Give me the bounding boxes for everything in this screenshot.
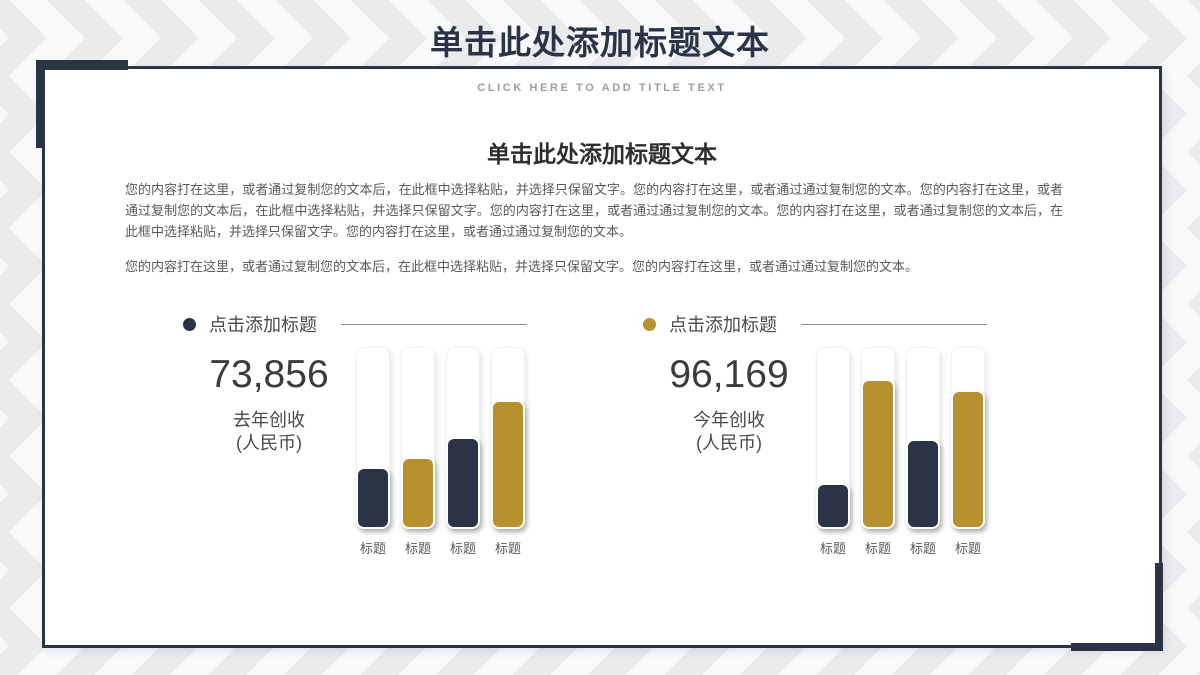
bar-label: 标题 [909, 541, 936, 556]
body-text-block: 您的内容打在这里，或者通过复制您的文本后，在此框中选择粘贴，并选择只保留文字。您… [125, 179, 1063, 277]
stat-caption-right-line2: (人民币) [696, 433, 762, 453]
bar-track [401, 347, 435, 529]
corner-accent-bottom-right-vertical [1155, 563, 1163, 651]
stat-section-left-title: 点击添加标题 [209, 315, 317, 335]
bar-chart-right-tracks [816, 347, 985, 529]
content-card: CLICK HERE TO ADD TITLE TEXT 单击此处添加标题文本 … [36, 60, 1163, 651]
bar-track [356, 347, 390, 529]
stat-section-right-header: 点击添加标题 [643, 313, 1103, 335]
bar-chart-left: 标题 标题 标题 标题 [356, 347, 525, 557]
section-heading: 单击此处添加标题文本 [487, 141, 717, 167]
bar-track [951, 347, 985, 529]
corner-accent-top-left-horizontal [36, 60, 128, 70]
header-rule-line [341, 323, 527, 325]
bar-label: 标题 [864, 541, 891, 556]
bar-gold [401, 457, 435, 529]
stat-caption-left-line1: 去年创收 [233, 410, 305, 430]
bar-label: 标题 [954, 541, 981, 556]
stat-section-left: 点击添加标题 73,856 去年创收 (人民币) [183, 313, 643, 557]
bar-label: 标题 [404, 541, 431, 556]
bullet-dot-navy [183, 317, 196, 331]
bar-gold [861, 378, 895, 529]
slide-title: 单击此处添加标题文本 [430, 24, 770, 61]
stat-block-right: 96,169 今年创收 (人民币) [643, 347, 815, 557]
bar-track [906, 347, 940, 529]
corner-accent-top-left-vertical [36, 60, 44, 148]
bar-navy [446, 437, 480, 529]
stat-value-left: 73,856 [209, 353, 329, 396]
bar-label: 标题 [359, 541, 386, 556]
stat-block-left: 73,856 去年创收 (人民币) [183, 347, 355, 557]
bar-track [861, 347, 895, 529]
stat-section-left-body: 73,856 去年创收 (人民币) [183, 347, 643, 557]
paragraph-1: 您的内容打在这里，或者通过复制您的文本后，在此框中选择粘贴，并选择只保留文字。您… [125, 182, 1063, 239]
stat-caption-right: 今年创收 (人民币) [643, 409, 815, 455]
bar-chart-right: 标题 标题 标题 标题 [816, 347, 985, 557]
stat-caption-left-line2: (人民币) [236, 433, 302, 453]
bar-navy [816, 483, 850, 529]
bullet-dot-gold [643, 317, 656, 331]
bar-gold [491, 400, 525, 529]
header-rule-line [801, 323, 987, 325]
bar-navy [906, 439, 940, 529]
bar-label: 标题 [449, 541, 476, 556]
bar-chart-right-labels: 标题 标题 标题 标题 [816, 538, 985, 557]
stat-section-right-title: 点击添加标题 [669, 315, 777, 335]
stat-caption-right-line1: 今年创收 [693, 410, 765, 430]
corner-accent-bottom-right-horizontal [1071, 643, 1163, 651]
bar-gold [951, 390, 985, 529]
bar-track [491, 347, 525, 529]
bar-label: 标题 [494, 541, 521, 556]
stat-section-right-body: 96,169 今年创收 (人民币) [643, 347, 1103, 557]
slide-subtitle: CLICK HERE TO ADD TITLE TEXT [477, 82, 727, 94]
paragraph-2: 您的内容打在这里，或者通过复制您的文本后，在此框中选择粘贴，并选择只保留文字。您… [125, 259, 919, 274]
bar-track [446, 347, 480, 529]
stat-section-left-header: 点击添加标题 [183, 313, 643, 335]
bar-chart-left-labels: 标题 标题 标题 标题 [356, 538, 525, 557]
stat-value-right: 96,169 [669, 353, 789, 396]
bar-track [816, 347, 850, 529]
bar-chart-left-tracks [356, 347, 525, 529]
bar-navy [356, 466, 390, 529]
stats-row: 点击添加标题 73,856 去年创收 (人民币) [125, 313, 1103, 557]
stat-section-right: 点击添加标题 96,169 今年创收 (人民币) [643, 313, 1103, 557]
stat-caption-left: 去年创收 (人民币) [183, 409, 355, 455]
bar-label: 标题 [819, 541, 846, 556]
